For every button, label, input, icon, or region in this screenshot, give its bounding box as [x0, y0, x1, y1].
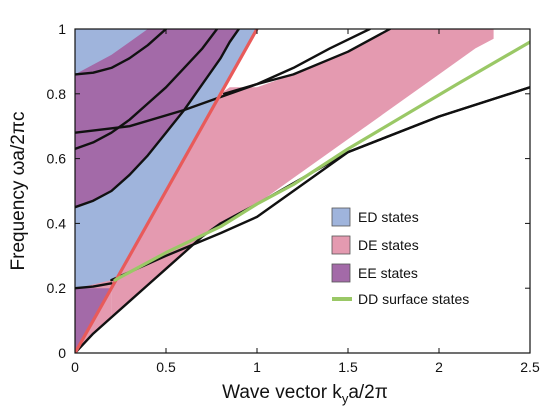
y-tick-label-1: 0.2	[47, 280, 67, 296]
light-line-curve-9	[75, 29, 259, 353]
x-axis-title-tail: a/2π	[348, 382, 388, 403]
band-curve-7	[75, 29, 168, 76]
x-axis-title: Wave vector kya/2π	[222, 382, 388, 406]
x-tick-label-1: 0.5	[156, 359, 176, 375]
legend-label-de: DE states	[358, 237, 419, 253]
x-tick-label-3: 1.5	[338, 359, 358, 375]
y-tick-label-2: 0.4	[47, 215, 67, 231]
y-axis-title: Frequency ωa/2πc	[8, 112, 29, 271]
band-curve-3	[110, 86, 530, 282]
y-tick-label-3: 0.6	[47, 151, 67, 167]
band-curve-4	[75, 29, 240, 209]
y-tick-label-5: 1	[58, 21, 66, 37]
legend-label-dd: DD surface states	[358, 291, 469, 307]
x-tick-label-0: 0	[71, 359, 79, 375]
legend-swatch-de	[331, 235, 351, 255]
legend-label-ed: ED states	[358, 209, 419, 225]
plot-frame	[74, 28, 531, 354]
band-curve-0	[75, 282, 113, 290]
surface-curve-10	[113, 40, 530, 282]
x-tick-label-4: 2	[435, 359, 443, 375]
y-tick-label-4: 0.8	[47, 86, 67, 102]
legend: ED states DE states EE states DD surface…	[331, 207, 469, 307]
x-axis-title-main: Wave vector k	[222, 382, 342, 403]
x-axis-title-subscript: y	[342, 391, 349, 406]
axis-ticks: 0 0.5 1 1.5 2 2.5 0 0.2 0.4 0.6 0.8 1	[47, 21, 540, 375]
legend-label-ee: EE states	[358, 265, 418, 281]
region-de-2	[111, 29, 494, 318]
band-curve-1	[75, 202, 259, 353]
legend-swatch-ed	[331, 207, 351, 227]
x-tick-label-2: 1	[253, 359, 261, 375]
band-curve-5	[75, 29, 219, 151]
y-tick-label-0: 0	[58, 345, 66, 361]
band-curves	[75, 29, 530, 353]
legend-swatch-ee	[331, 263, 351, 283]
x-tick-label-5: 2.5	[520, 359, 540, 375]
band-curve-8	[223, 29, 371, 95]
